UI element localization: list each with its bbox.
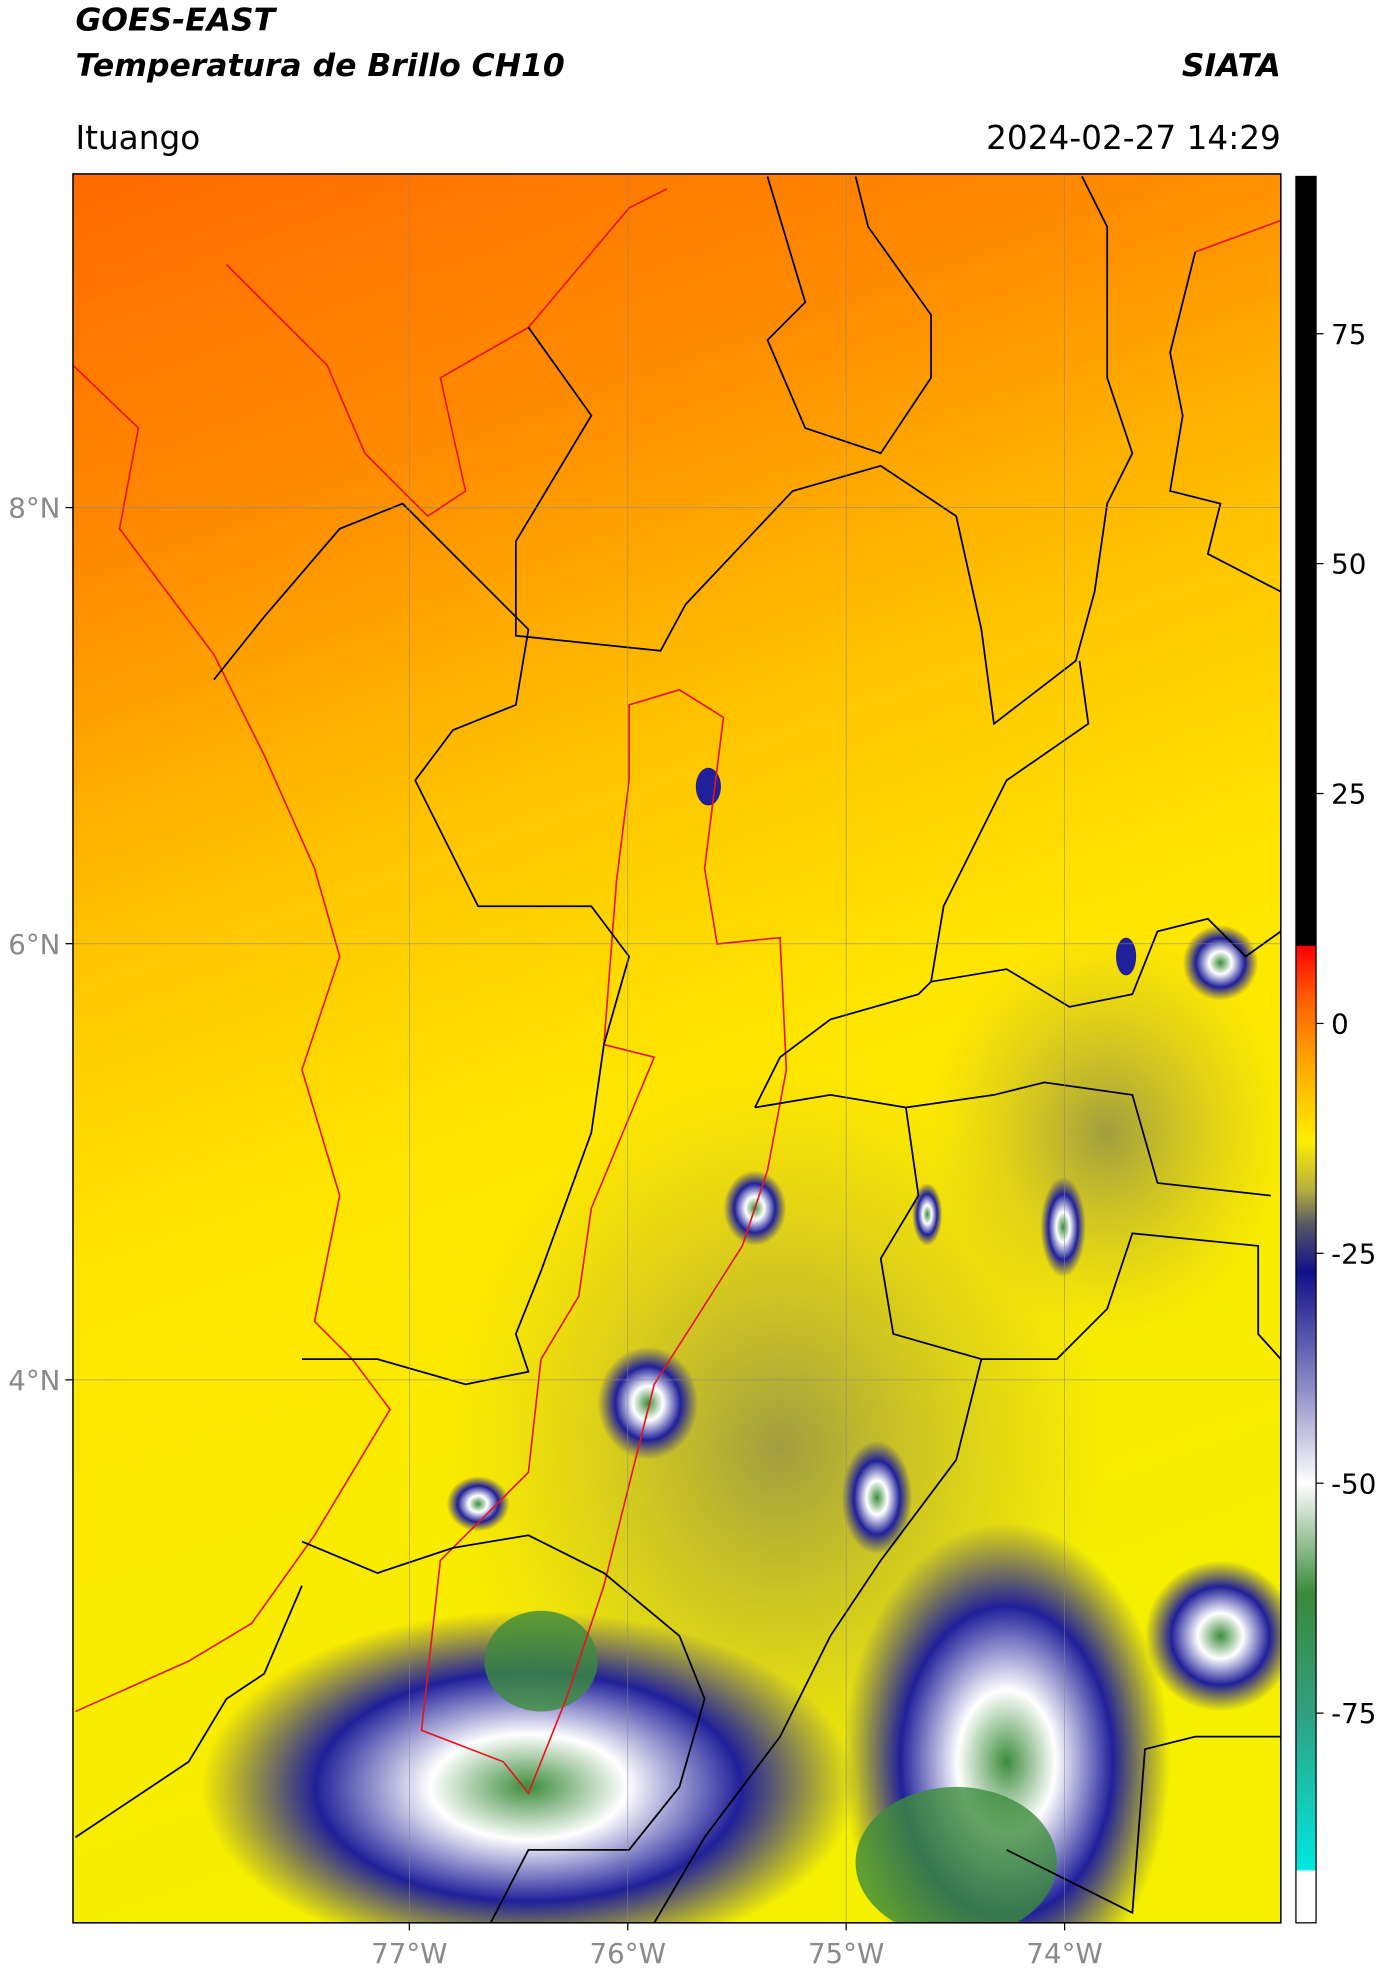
colorbar-tick-label: 50 xyxy=(1331,548,1366,581)
colorbar-tick-label: -25 xyxy=(1331,1237,1376,1270)
brand: SIATA xyxy=(1182,48,1281,84)
map-image xyxy=(72,173,1281,1923)
lat-tick-label: 8°N xyxy=(8,492,60,525)
lon-tick-label: 77°W xyxy=(371,1937,447,1970)
lat-tick-label: 6°N xyxy=(8,928,60,961)
title: Temperatura de Brillo CH10 xyxy=(75,48,564,84)
colorbar-tick-label: 25 xyxy=(1331,778,1366,811)
colorbar-tick-label: -75 xyxy=(1331,1697,1376,1730)
lon-tick-label: 74°W xyxy=(1026,1937,1102,1970)
colorbar-tick-label: 0 xyxy=(1331,1007,1349,1040)
colorbar xyxy=(1295,175,1317,1924)
datetime: 2024-02-27 14:29 xyxy=(986,119,1281,157)
title: GOES-EAST xyxy=(75,3,277,39)
lon-tick-label: 75°W xyxy=(808,1937,884,1970)
lat-tick-label: 4°N xyxy=(8,1364,60,1397)
lon-tick-label: 76°W xyxy=(590,1937,666,1970)
colorbar-tick-label: -50 xyxy=(1331,1467,1376,1500)
colorbar-tick-label: 75 xyxy=(1331,318,1366,351)
map-frame xyxy=(72,173,1282,1924)
location: Ituango xyxy=(75,119,200,157)
